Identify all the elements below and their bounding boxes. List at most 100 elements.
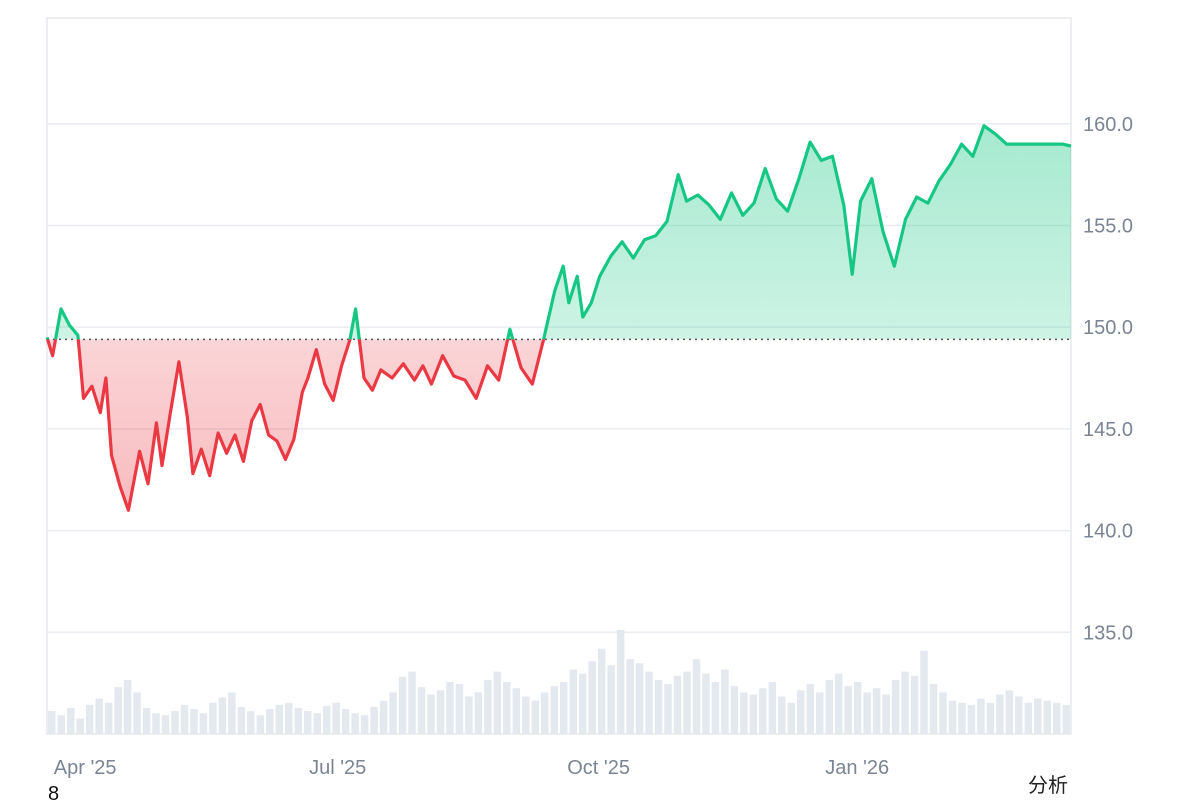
volume-bar: [218, 697, 227, 734]
volume-bar: [247, 711, 255, 734]
volume-bar: [256, 715, 265, 734]
x-tick-label: Jul '25: [309, 757, 366, 779]
volume-bar: [436, 690, 445, 734]
volume-bar: [180, 704, 189, 734]
volume-bar: [417, 687, 426, 734]
price-line-down: [45, 339, 546, 512]
volume-bar: [844, 686, 852, 734]
analysis-link[interactable]: 分析: [1028, 773, 1068, 797]
price-line: [45, 124, 1072, 512]
volume-bar: [853, 682, 862, 734]
volume-bar: [816, 692, 824, 734]
volume-bar: [1015, 696, 1023, 734]
volume-bar: [199, 713, 208, 734]
volume-bar: [730, 686, 739, 734]
volume-bar: [85, 704, 94, 734]
volume-bar: [901, 671, 909, 734]
volume-bar: [692, 659, 701, 734]
volume-bar: [597, 648, 606, 734]
volume-bar: [484, 679, 492, 734]
volume-bar: [958, 702, 966, 734]
volume-bar: [787, 702, 796, 734]
volume-bar: [834, 673, 843, 734]
volume-bar: [332, 702, 340, 734]
y-tick-label: 140.0: [1083, 521, 1133, 543]
volume-bar: [948, 700, 957, 734]
volume-bar: [95, 698, 103, 734]
volume-bar: [939, 692, 947, 734]
volume-bar: [389, 692, 397, 734]
volume-bar: [294, 708, 302, 734]
volume-bar: [266, 709, 274, 734]
volume-bar: [123, 679, 132, 734]
volume-bar: [512, 688, 521, 734]
volume-bar: [285, 702, 293, 734]
volume-bar: [304, 711, 312, 734]
volume-bar: [1043, 700, 1052, 734]
volume-bar: [607, 665, 615, 734]
volume-bar: [541, 692, 549, 734]
volume-bar: [929, 684, 938, 734]
volume-bars: [48, 630, 1070, 734]
y-axis: 160.0 155.0 150.0 145.0 140.0 135.0: [1083, 114, 1133, 645]
volume-bar: [161, 715, 170, 734]
volume-bar: [341, 709, 350, 734]
volume-bar: [1024, 702, 1033, 734]
volume-bar: [427, 694, 435, 734]
volume-bar: [967, 704, 976, 734]
volume-bar: [114, 687, 122, 734]
volume-bar: [616, 630, 625, 734]
volume-bar: [142, 708, 151, 734]
volume-bar: [275, 704, 284, 734]
volume-bar: [209, 702, 217, 734]
volume-bar: [569, 669, 577, 734]
volume-bar: [446, 682, 454, 734]
volume-bar: [825, 679, 833, 734]
volume-bar: [626, 659, 634, 734]
volume-bar: [48, 711, 56, 734]
volume-bar: [322, 705, 331, 734]
volume-bar: [863, 692, 871, 734]
volume-bar: [474, 692, 483, 734]
volume-bar: [493, 671, 502, 734]
volume-bar: [759, 688, 767, 734]
volume-bar: [550, 686, 558, 734]
volume-bar: [228, 692, 236, 734]
volume-bar: [398, 676, 407, 734]
volume-bar: [370, 706, 378, 734]
volume-bar: [531, 700, 540, 734]
volume-bar: [455, 684, 464, 734]
volume-bar: [673, 675, 682, 734]
volume-bar: [882, 694, 890, 734]
volume-bar: [57, 715, 65, 734]
volume-bar: [66, 708, 75, 734]
y-tick-label: 155.0: [1083, 215, 1133, 237]
volume-bar: [313, 713, 321, 734]
volume-bar: [920, 650, 928, 734]
volume-bar: [664, 684, 672, 734]
area-above-baseline: [47, 125, 1071, 340]
footer-note: 8: [48, 783, 60, 805]
x-axis: Apr '25 Jul '25 Oct '25 Jan '26: [54, 757, 889, 779]
volume-bar: [360, 715, 369, 734]
volume-bar: [749, 694, 758, 734]
price-area: [47, 125, 1071, 511]
y-tick-label: 135.0: [1083, 622, 1133, 644]
volume-bar: [133, 692, 141, 734]
volume-bar: [635, 663, 644, 734]
volume-bar: [986, 702, 995, 734]
plot-frame: [46, 17, 1072, 735]
volume-bar: [977, 698, 985, 734]
volume-bar: [872, 688, 881, 734]
volume-bar: [152, 713, 160, 734]
volume-bar: [806, 684, 814, 734]
volume-bar: [171, 711, 179, 734]
y-tick-label: 160.0: [1083, 114, 1133, 136]
volume-bar: [654, 679, 663, 734]
volume-bar: [1005, 690, 1014, 734]
volume-bar: [379, 700, 388, 734]
x-tick-label: Apr '25: [54, 757, 117, 779]
volume-bar: [588, 661, 596, 734]
volume-bar: [1034, 698, 1042, 734]
